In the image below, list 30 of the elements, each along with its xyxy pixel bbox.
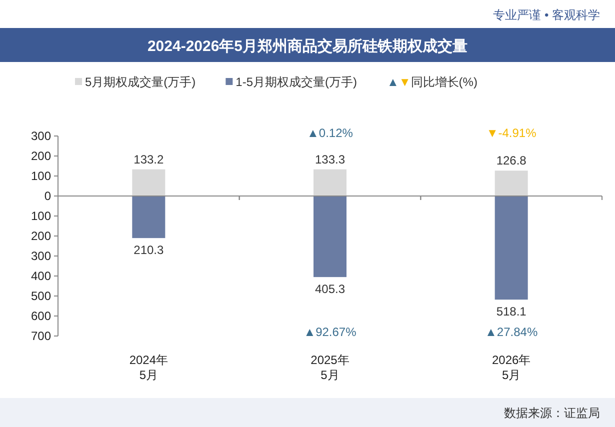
y-tick-label: 200 [30, 149, 52, 163]
y-tick-label: 200 [30, 229, 52, 243]
y-tick-label: 300 [30, 129, 52, 143]
data-label: 126.8 [496, 154, 527, 168]
y-tick-label: 500 [30, 289, 52, 303]
y-tick-label: 400 [30, 269, 52, 283]
y-tick-label: 100 [30, 209, 52, 223]
y-tick-label: 600 [30, 309, 52, 323]
x-tick-label: 2026年 5月 [492, 353, 531, 382]
source-note: 数据来源：证监局 [504, 406, 600, 420]
data-label: 518.1 [496, 304, 527, 319]
annotation: ▲92.67% [304, 325, 357, 339]
y-tick-label: 300 [30, 249, 52, 263]
y-tick-label: 700 [30, 329, 52, 343]
annotation: ▲0.12% [307, 126, 354, 140]
x-tick-label: 2025年 5月 [310, 353, 350, 382]
chart-title: 2024-2026年5月郑州商品交易所硅铁期权成交量 [147, 37, 468, 55]
annotation: ▼-4.91% [486, 126, 537, 140]
data-label: 210.3 [134, 243, 164, 258]
text: ▲▼同比增长(%) [387, 75, 478, 89]
x-tick-label: 2024年 5月 [129, 353, 168, 382]
annotation: ▲27.84% [485, 325, 538, 339]
legend-label: 5月期权成交量(万手) [85, 75, 196, 89]
text: 专业严谨 • 客观科学 [493, 8, 600, 22]
data-label: 133.2 [134, 152, 164, 166]
y-tick-label: 100 [30, 169, 52, 183]
legend-label: 1-5月期权成交量(万手) [236, 75, 358, 89]
data-label: 133.3 [314, 152, 346, 166]
y-tick-label: 0 [44, 189, 52, 203]
data-label: 405.3 [314, 282, 346, 296]
